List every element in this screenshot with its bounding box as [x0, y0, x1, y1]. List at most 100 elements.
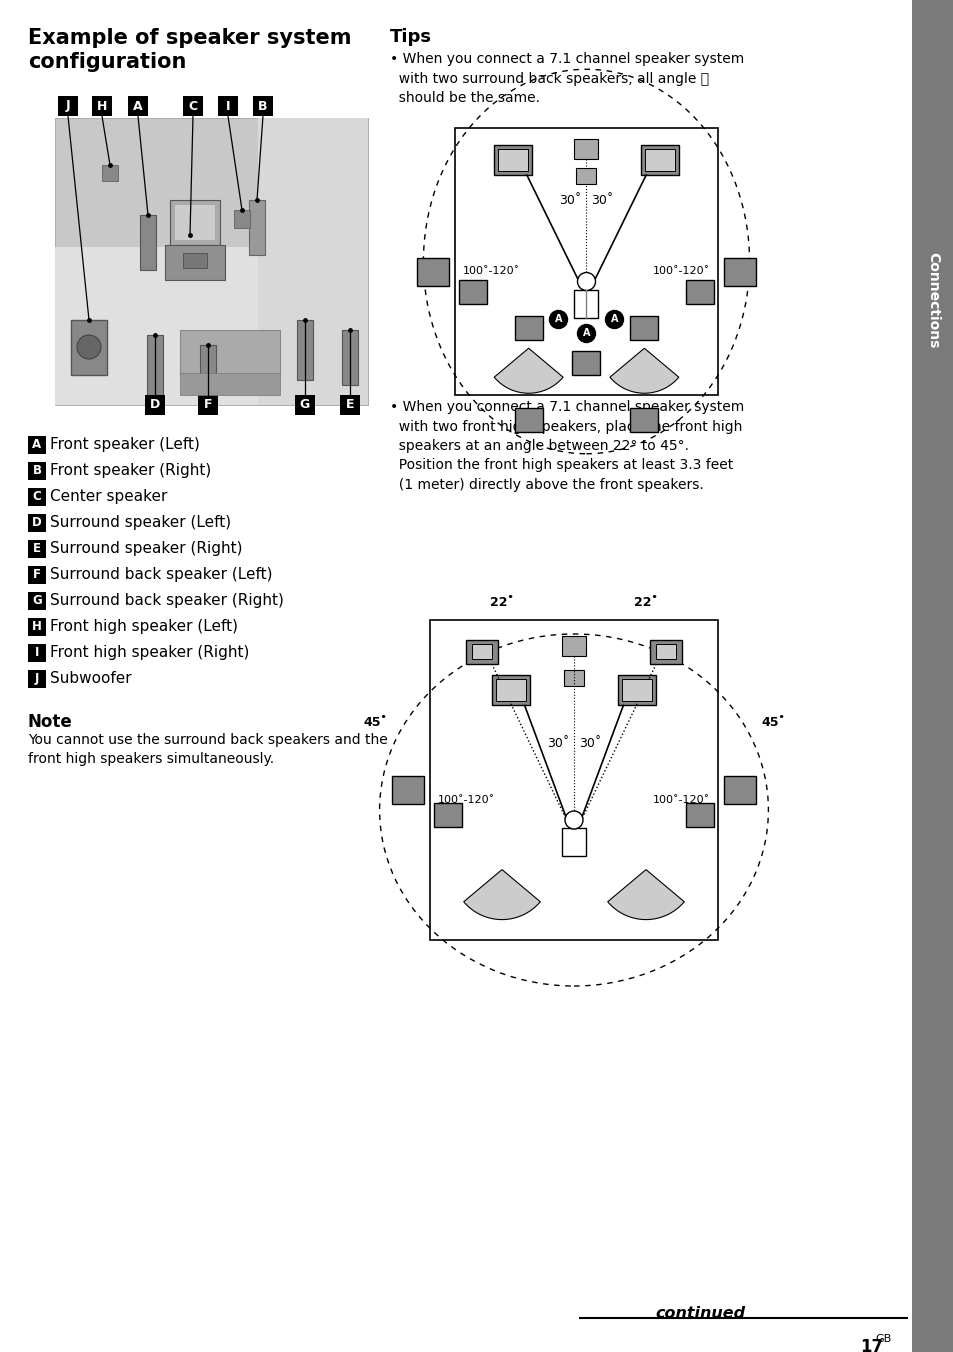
Text: B: B	[32, 464, 42, 477]
Text: 100˚-120˚: 100˚-120˚	[437, 795, 495, 804]
Wedge shape	[609, 349, 679, 393]
Bar	[561, 635, 585, 656]
Bar	[218, 96, 237, 116]
Bar	[465, 639, 497, 664]
Text: A: A	[610, 315, 618, 324]
Bar	[514, 408, 542, 433]
Bar	[572, 352, 599, 375]
Bar	[650, 639, 681, 664]
Circle shape	[564, 811, 582, 829]
Text: 22˚: 22˚	[634, 595, 658, 608]
Text: 100˚-120˚: 100˚-120˚	[462, 266, 519, 277]
Bar	[563, 669, 583, 685]
Text: GB: GB	[874, 1334, 890, 1344]
Bar	[28, 514, 46, 531]
Text: Surround back speaker (Right): Surround back speaker (Right)	[50, 594, 284, 608]
Text: G: G	[299, 399, 310, 411]
Bar	[200, 345, 215, 400]
Text: Subwoofer: Subwoofer	[50, 671, 132, 685]
Text: B: B	[258, 100, 268, 112]
Bar	[630, 408, 658, 433]
Bar	[28, 488, 46, 506]
Text: A: A	[582, 329, 590, 338]
Text: C: C	[32, 489, 41, 503]
Text: Note: Note	[28, 713, 72, 731]
Text: Surround speaker (Right): Surround speaker (Right)	[50, 541, 242, 556]
Bar	[576, 168, 596, 184]
Text: Surround back speaker (Left): Surround back speaker (Left)	[50, 566, 273, 581]
Text: A: A	[554, 315, 561, 324]
Bar	[170, 200, 220, 245]
Text: A: A	[133, 100, 143, 112]
Text: J: J	[66, 100, 71, 112]
Text: 45˚: 45˚	[760, 717, 784, 729]
Text: 30˚: 30˚	[578, 737, 600, 750]
Bar	[458, 280, 486, 303]
Circle shape	[577, 324, 595, 342]
Bar	[71, 320, 107, 375]
Bar	[198, 395, 218, 415]
Text: configuration: configuration	[28, 51, 186, 72]
Bar	[621, 680, 652, 702]
Bar	[145, 395, 165, 415]
Bar	[494, 145, 532, 174]
Bar	[416, 257, 449, 285]
Bar	[341, 330, 357, 385]
Text: You cannot use the surround back speakers and the
front high speakers simultaneo: You cannot use the surround back speaker…	[28, 733, 387, 767]
Bar	[91, 96, 112, 116]
Text: D: D	[150, 399, 160, 411]
Circle shape	[577, 273, 595, 291]
Bar	[685, 280, 713, 303]
Bar	[497, 149, 527, 172]
Bar	[640, 145, 679, 174]
Bar	[514, 316, 542, 341]
Text: F: F	[33, 568, 41, 581]
Bar	[434, 803, 461, 827]
Bar	[472, 644, 492, 658]
Bar	[165, 245, 225, 280]
Text: continued: continued	[655, 1306, 744, 1321]
Text: Front speaker (Right): Front speaker (Right)	[50, 462, 211, 479]
Text: E: E	[345, 399, 354, 411]
Bar	[183, 253, 207, 268]
Bar	[253, 96, 273, 116]
Bar	[58, 96, 78, 116]
Text: H: H	[32, 621, 42, 633]
Bar	[496, 680, 525, 702]
Text: I: I	[34, 646, 39, 658]
Text: 30˚: 30˚	[546, 737, 568, 750]
Bar	[28, 462, 46, 480]
Text: 22˚: 22˚	[490, 595, 514, 608]
Bar	[574, 139, 598, 160]
Bar	[28, 644, 46, 662]
Text: D: D	[32, 516, 42, 529]
Bar	[28, 539, 46, 558]
Wedge shape	[463, 869, 539, 919]
Bar	[630, 316, 658, 341]
Bar	[723, 257, 755, 285]
Bar	[574, 289, 598, 318]
Bar	[140, 215, 156, 270]
Text: 17: 17	[859, 1338, 882, 1352]
Bar	[723, 776, 755, 804]
Text: I: I	[226, 100, 230, 112]
Bar	[430, 621, 718, 940]
Text: Tips: Tips	[390, 28, 432, 46]
Bar	[147, 335, 163, 395]
Bar	[102, 165, 118, 181]
Bar	[258, 118, 368, 406]
Text: 100˚-120˚: 100˚-120˚	[652, 266, 709, 277]
Text: 30˚: 30˚	[591, 193, 613, 207]
Circle shape	[549, 311, 567, 329]
Bar	[685, 803, 713, 827]
Text: J: J	[34, 672, 39, 685]
Bar	[180, 330, 280, 375]
Bar	[233, 210, 250, 228]
Text: Center speaker: Center speaker	[50, 489, 167, 504]
Bar	[28, 592, 46, 610]
Bar	[128, 96, 148, 116]
Text: H: H	[96, 100, 107, 112]
Text: G: G	[32, 594, 42, 607]
Text: Front high speaker (Left): Front high speaker (Left)	[50, 619, 237, 634]
Bar	[174, 206, 214, 241]
